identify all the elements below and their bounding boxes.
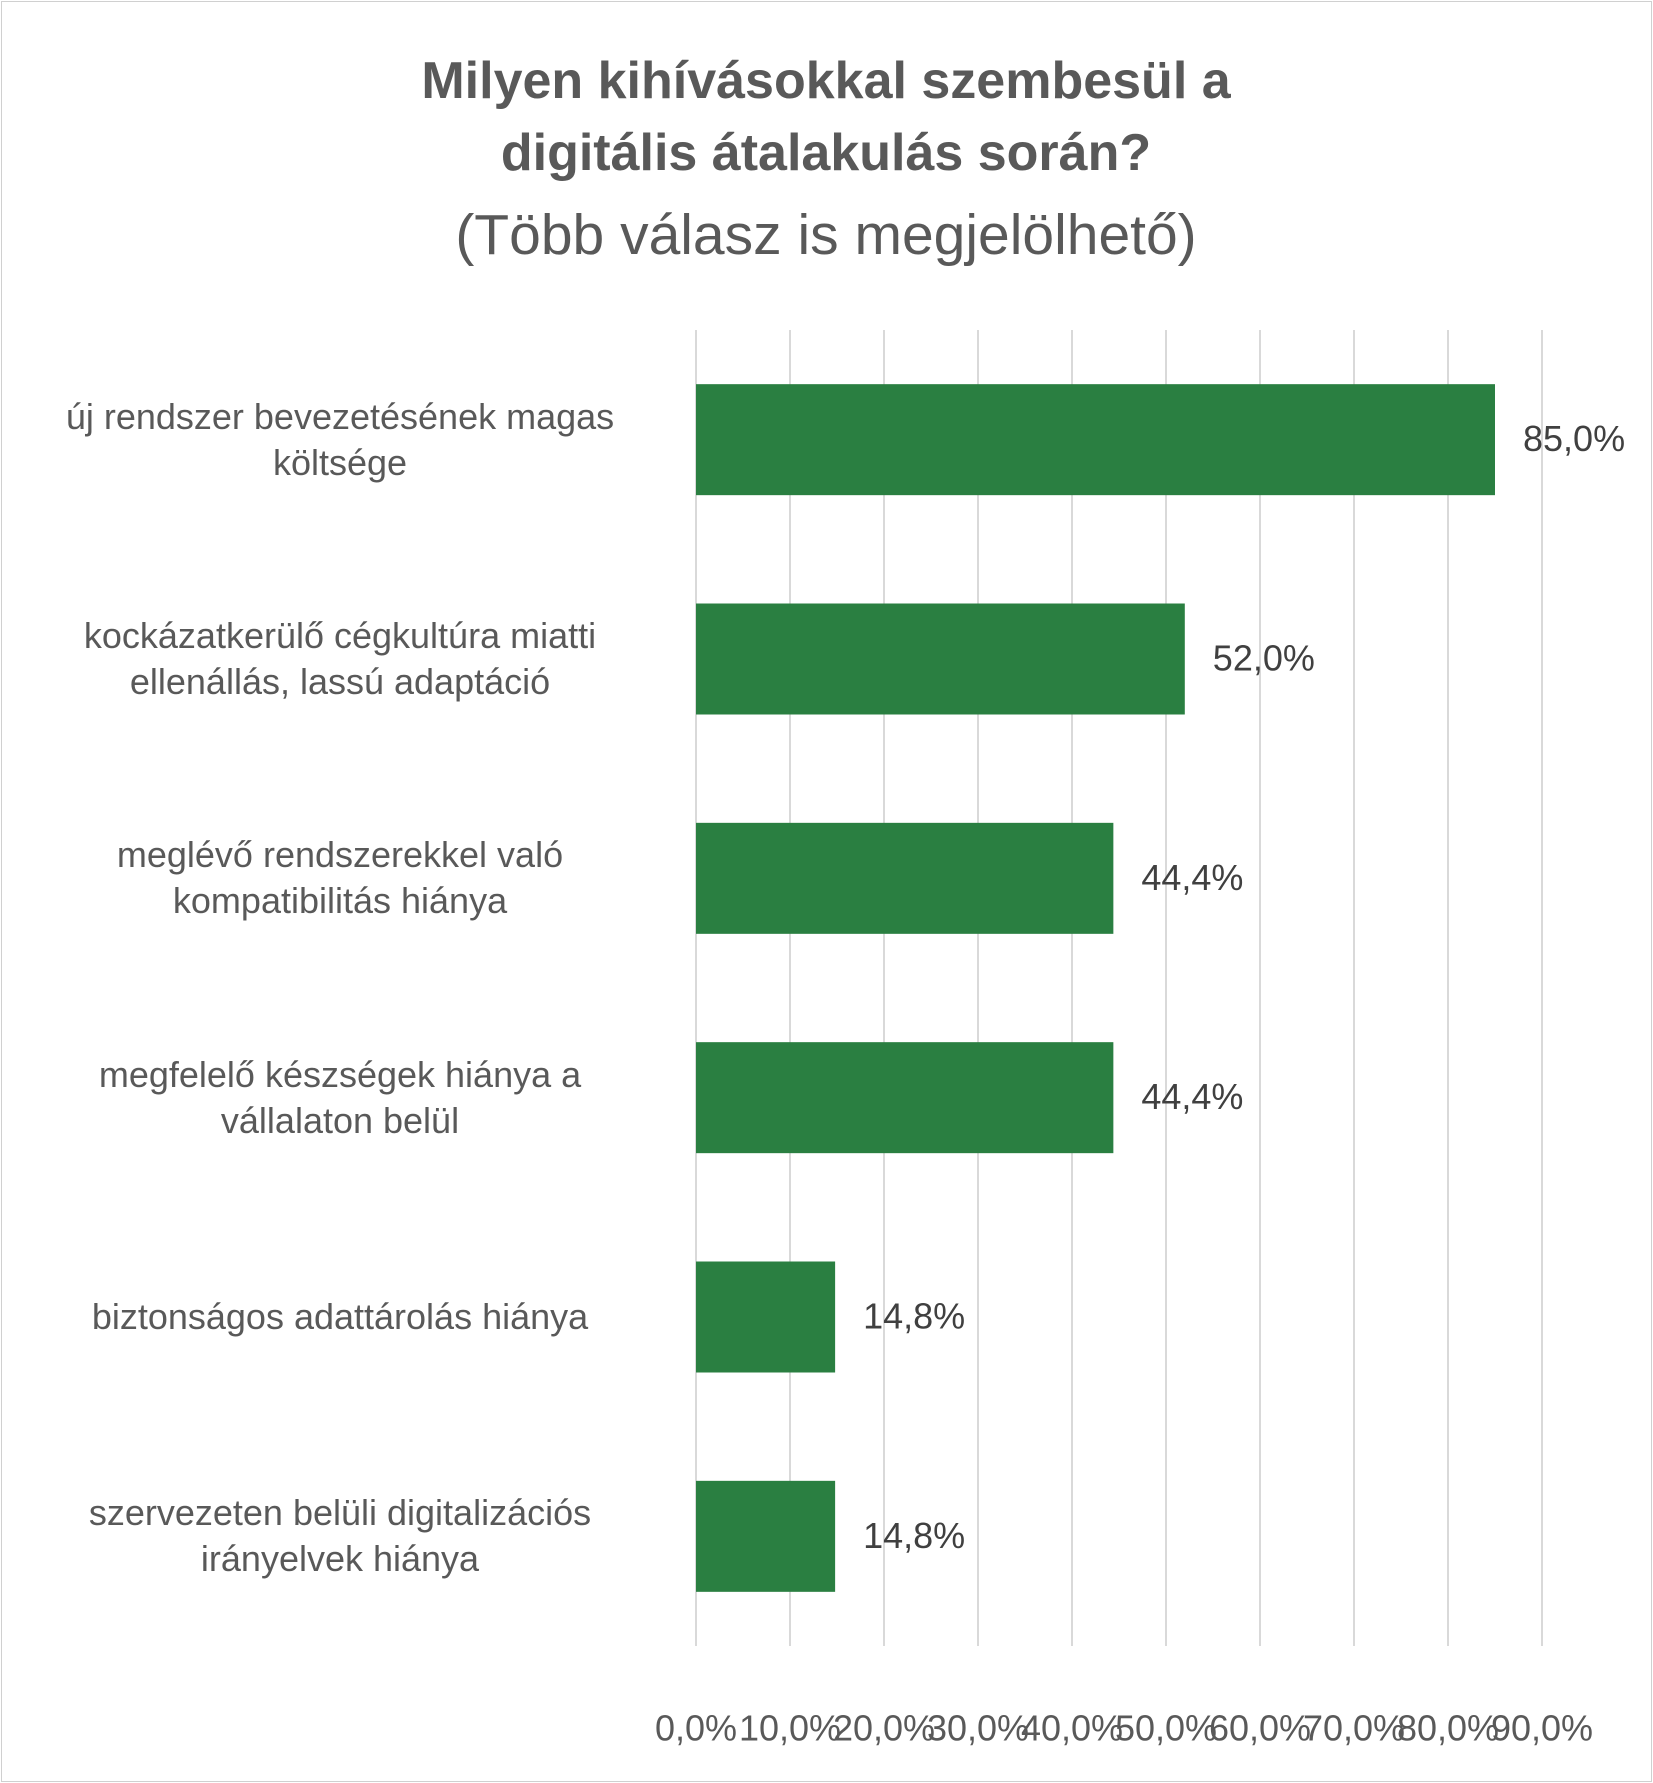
y-tick-label: szervezeten belüli digitalizációs iránye…: [88, 1492, 592, 1580]
x-tick-label: 70,0%: [1303, 1708, 1405, 1749]
value-label: 44,4%: [1141, 857, 1243, 898]
bar: [696, 1042, 1114, 1154]
value-label: 44,4%: [1141, 1076, 1243, 1117]
chart-title: Milyen kihívásokkal szembesül a digitáli…: [421, 52, 1231, 182]
y-tick-label: megfelelő készségek hiánya a vállalaton …: [98, 1053, 582, 1141]
x-tick-label: 0,0%: [655, 1708, 737, 1749]
x-tick-label: 80,0%: [1397, 1708, 1499, 1749]
x-tick-label: 10,0%: [739, 1708, 841, 1749]
y-tick-label: meglévő rendszerekkel való kompatibilitá…: [116, 834, 564, 922]
bar: [696, 384, 1495, 496]
bar: [696, 603, 1185, 715]
y-tick-label: kockázatkerülő cégkultúra miatti ellenál…: [83, 615, 597, 702]
bar: [696, 1261, 836, 1373]
value-label: 85,0%: [1523, 418, 1625, 459]
value-label: 14,8%: [863, 1296, 965, 1337]
x-tick-label: 30,0%: [927, 1708, 1029, 1749]
bar: [696, 1480, 836, 1592]
x-tick-label: 60,0%: [1209, 1708, 1311, 1749]
value-label: 14,8%: [863, 1515, 965, 1556]
y-tick-label: biztonságos adattárolás hiánya: [91, 1296, 589, 1337]
value-label: 52,0%: [1213, 638, 1315, 679]
x-tick-label: 20,0%: [833, 1708, 935, 1749]
bar: [696, 822, 1114, 934]
x-tick-label: 50,0%: [1115, 1708, 1217, 1749]
x-tick-label: 40,0%: [1021, 1708, 1123, 1749]
x-tick-label: 90,0%: [1491, 1708, 1593, 1749]
chart-subtitle: (Több válasz is megjelölhető): [455, 203, 1197, 267]
y-tick-label: új rendszer bevezetésének magas költsége: [65, 395, 615, 483]
